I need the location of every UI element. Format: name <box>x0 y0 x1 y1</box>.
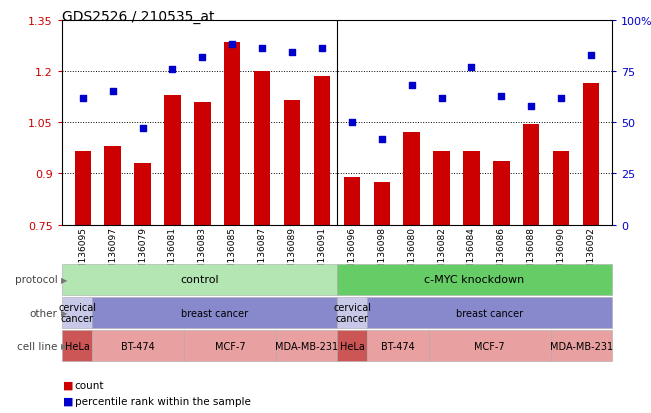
Bar <box>75 152 91 225</box>
Text: percentile rank within the sample: percentile rank within the sample <box>75 396 251 406</box>
Bar <box>284 101 300 225</box>
Point <box>496 93 506 100</box>
Text: ▶: ▶ <box>61 342 67 350</box>
Point <box>77 95 88 102</box>
Text: BT-474: BT-474 <box>381 341 415 351</box>
Point <box>137 126 148 132</box>
Bar <box>164 96 181 225</box>
Point <box>406 83 417 89</box>
Text: cervical
cancer: cervical cancer <box>58 302 96 324</box>
Text: HeLa: HeLa <box>64 341 90 351</box>
Text: protocol: protocol <box>14 275 57 285</box>
Text: ▶: ▶ <box>61 275 67 284</box>
Point <box>346 120 357 126</box>
Point <box>586 52 596 59</box>
Point <box>376 136 387 142</box>
Bar <box>224 43 240 225</box>
Text: MDA-MB-231: MDA-MB-231 <box>275 341 338 351</box>
Bar <box>254 72 270 225</box>
Bar <box>314 77 330 225</box>
Bar <box>553 152 570 225</box>
Text: ■: ■ <box>63 380 74 390</box>
Text: MCF-7: MCF-7 <box>215 341 245 351</box>
Text: c-MYC knockdown: c-MYC knockdown <box>424 275 525 285</box>
Text: MCF-7: MCF-7 <box>475 341 505 351</box>
Bar <box>374 183 390 225</box>
Text: ▶: ▶ <box>61 309 67 317</box>
Point <box>227 42 238 48</box>
Text: ■: ■ <box>63 396 74 406</box>
Point <box>466 64 477 71</box>
Point <box>257 46 268 52</box>
Text: control: control <box>180 275 219 285</box>
Bar <box>583 84 599 225</box>
Text: cervical
cancer: cervical cancer <box>333 302 371 324</box>
Bar <box>493 162 510 225</box>
Text: breast cancer: breast cancer <box>181 308 248 318</box>
Bar <box>404 133 420 225</box>
Text: cell line: cell line <box>17 341 57 351</box>
Point <box>436 95 447 102</box>
Point <box>556 95 566 102</box>
Bar <box>464 152 480 225</box>
Point <box>526 103 536 110</box>
Bar <box>194 102 210 225</box>
Bar <box>134 164 151 225</box>
Text: MDA-MB-231: MDA-MB-231 <box>550 341 613 351</box>
Text: GDS2526 / 210535_at: GDS2526 / 210535_at <box>62 10 214 24</box>
Text: HeLa: HeLa <box>340 341 365 351</box>
Text: count: count <box>75 380 104 390</box>
Point <box>287 50 298 57</box>
Text: breast cancer: breast cancer <box>456 308 523 318</box>
Text: BT-474: BT-474 <box>121 341 155 351</box>
Text: other: other <box>29 308 57 318</box>
Point <box>167 66 178 73</box>
Point <box>107 89 118 95</box>
Point <box>317 46 327 52</box>
Bar <box>104 147 121 225</box>
Bar <box>434 152 450 225</box>
Point <box>197 54 208 61</box>
Bar <box>344 178 360 225</box>
Bar <box>523 125 540 225</box>
